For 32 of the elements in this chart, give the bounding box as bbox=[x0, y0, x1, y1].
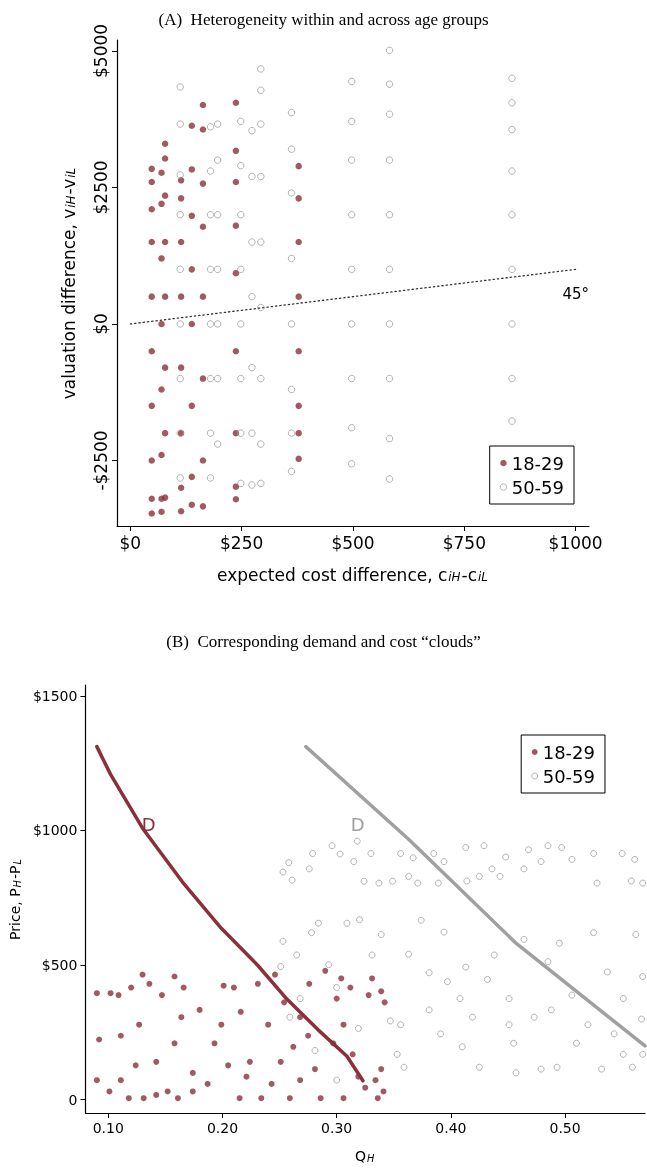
legend-label: 50-59 bbox=[511, 476, 565, 498]
x-tick-label: $750 bbox=[442, 532, 486, 553]
y-axis-title: Price, PH-PL bbox=[7, 859, 23, 940]
legend-label: 18-29 bbox=[542, 741, 596, 763]
y-axis-title: valuation difference, viH-viL bbox=[58, 167, 79, 400]
x-tick-label: 0.10 bbox=[92, 1120, 124, 1136]
y-tick-label: $5000 bbox=[90, 23, 111, 78]
y-tick-label: $1000 bbox=[32, 822, 78, 839]
chart-title: (B) Corresponding demand and cost “clouds” bbox=[166, 632, 481, 651]
annotation: 45° bbox=[562, 284, 590, 303]
y-tick-label: $1500 bbox=[32, 687, 78, 704]
x-tick-label: $0 bbox=[119, 532, 142, 553]
x-axis-title: QH bbox=[355, 1148, 376, 1164]
y-tick-label: $2500 bbox=[90, 160, 111, 215]
chart-title: (A) Heterogeneity within and across age groups bbox=[158, 10, 489, 29]
x-tick-label: 0.50 bbox=[549, 1120, 581, 1136]
legend-label: 18-29 bbox=[511, 452, 565, 474]
x-tick-label: $500 bbox=[331, 532, 375, 553]
series-label: D bbox=[350, 814, 365, 836]
y-tick-label: -$2500 bbox=[90, 430, 111, 491]
x-axis-title: expected cost difference, ciH-ciL bbox=[217, 564, 488, 585]
line-series bbox=[304, 744, 647, 1048]
x-tick-label: $1000 bbox=[548, 532, 603, 553]
x-tick-label: $250 bbox=[220, 532, 264, 553]
x-tick-label: 0.20 bbox=[206, 1120, 239, 1136]
x-tick-label: 0.30 bbox=[321, 1120, 353, 1136]
line-series bbox=[95, 744, 365, 1083]
x-tick-label: 0.40 bbox=[435, 1120, 467, 1136]
y-tick-label: 0 bbox=[68, 1091, 78, 1108]
y-tick-label: $500 bbox=[41, 956, 78, 973]
y-tick-label: $0 bbox=[90, 313, 111, 335]
legend-label: 50-59 bbox=[542, 765, 596, 787]
